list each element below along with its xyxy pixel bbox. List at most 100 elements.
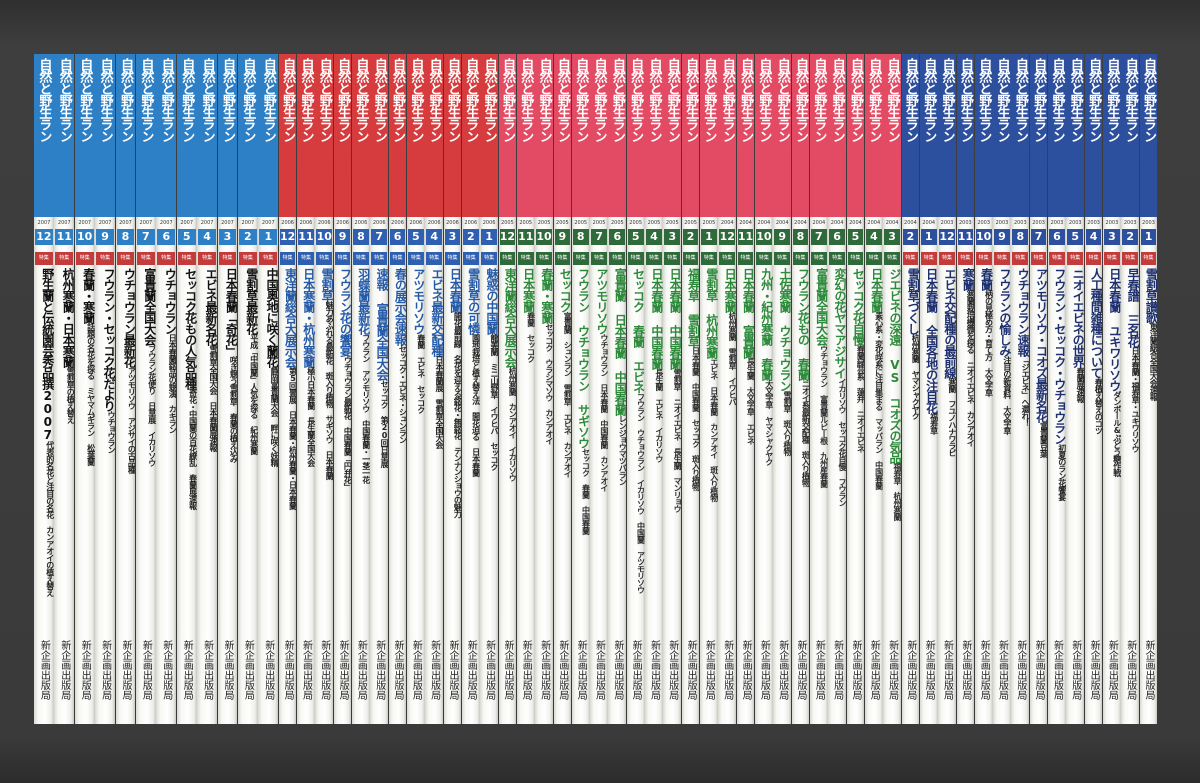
spine-special-tag: 特集	[829, 252, 845, 265]
magazine-spine: 自然と野生ラン 2003 1 特集 雪割草讃歌 東洋蘭総合全国大会速報 新企画出版局	[1139, 54, 1158, 724]
spine-issue-number: 8	[1012, 229, 1029, 245]
spine-headline-sub: 柄の見極め方・育て方 大文字草	[984, 290, 993, 396]
spine-headline-main: セッコク花自慢	[851, 268, 865, 345]
spine-title-band	[135, 54, 156, 217]
spine-year: 2003	[958, 220, 972, 226]
spine-series-title: 自然と野生ラン	[260, 58, 276, 142]
magazine-spine: 自然と野生ラン 2004 4 特集 日本春蘭 素心系・変化咲系に注目集まる マッバラン 中…	[864, 54, 883, 724]
spine-title-band	[461, 54, 480, 217]
spine-issue-number: 11	[737, 229, 754, 245]
spine-title-band	[34, 54, 54, 217]
spine-headline-main: セッコク 春蘭 エビネ	[631, 268, 645, 393]
spine-headline-main: アツモリソウ	[411, 268, 425, 334]
spine-headline-main: エビネ最新交配種	[430, 268, 444, 356]
spine-headline-main: セッコク	[558, 268, 572, 312]
spine-publisher: 新企画出版局	[1106, 640, 1118, 700]
spine-publisher: 新企画出版局	[831, 640, 843, 700]
spine-headline-main: 中国奥地に咲く蘭花	[265, 268, 279, 367]
spine-title-band	[297, 54, 315, 217]
spine-year: 2005	[702, 220, 716, 226]
spine-headline: 雪割草の可憐 園地栽培と植え替え法 開花迫る 日本春蘭	[462, 268, 480, 632]
spine-year: 2005	[537, 220, 551, 226]
magazine-spine: 自然と野生ラン 2004 6 特集 変幻の花ヤマアジサイ イカリソウ セッコク花自慢 フウ…	[828, 54, 846, 724]
spine-publisher: 新企画出版局	[373, 640, 385, 700]
spine-series-title: 自然と野生ラン	[902, 58, 918, 142]
spine-publisher: 新企画出版局	[538, 640, 550, 700]
spine-series-title: 自然と野生ラン	[408, 58, 424, 142]
spine-special-tag: 特集	[298, 252, 314, 265]
spine-title-band	[443, 54, 462, 217]
spine-year: 2007	[241, 220, 255, 226]
spine-issue-number: 8	[572, 229, 589, 245]
spine-headline-sub: ダンボール&ぷどう糖作戦	[1112, 391, 1121, 476]
spine-year: 2006	[354, 220, 368, 226]
magazine-spine: 自然と野生ラン 2003 12 特集 エビネ交配種の最前線 寒蘭 フユノハナワラビ 新企画出…	[938, 54, 956, 724]
spine-series-title: 自然と野生ラン	[884, 58, 900, 142]
spine-series-title: 自然と野生ラン	[609, 58, 625, 142]
magazine-spine: 自然と野生ラン 2004 5 特集 セッコク花自慢 春蘭緑芸系 蓮弁 ニオイエビネ 新企画出…	[846, 54, 865, 724]
spine-special-tag: 特集	[554, 252, 571, 265]
spine-title-band	[197, 54, 217, 217]
spine-year: 2007	[98, 220, 112, 226]
spine-title-band	[95, 54, 115, 217]
spine-year: 2007	[180, 220, 194, 226]
spine-series-title: 自然と野生ラン	[939, 58, 955, 142]
magazine-spine: 自然と野生ラン 2006 1 特集 魅惑の中国蘭 龍美蘭 ミニ山野草 イワヒバ セッコク新…	[480, 54, 498, 724]
spine-issue-number: 12	[35, 229, 53, 245]
spine-headline-sub: 雪割草全国大会 日本春蘭展速報	[208, 345, 217, 451]
spine-series-title: 自然と野生ラン	[866, 58, 882, 142]
magazine-spine: 自然と野生ラン 2003 3 特集 日本春蘭 ユキワリソウ ダンボール&ぷどう糖作戦 新企画…	[1103, 54, 1121, 724]
spine-year: 2005	[629, 220, 643, 226]
spine-publisher: 新企画出版局	[262, 640, 274, 700]
spine-series-title: 自然と野生ラン	[426, 58, 442, 142]
magazine-spine: 自然と野生ラン 2007 11 特集 杭州寒蘭・日本寒蘭 雪割草の植え替え 新企画出版局	[54, 54, 75, 724]
spine-special-tag: 特集	[1140, 252, 1157, 265]
spine-headline-main: 春蘭・寒蘭	[539, 268, 553, 323]
spine-year: 2006	[391, 220, 404, 226]
spine-special-tag: 特集	[939, 252, 955, 265]
spine-special-tag: 特集	[591, 252, 607, 265]
spine-year: 2007	[37, 220, 51, 226]
spine-headline-main: ウチョウラン速報	[1016, 268, 1030, 356]
spine-headline-sub: 春蘭展速報	[1076, 367, 1085, 402]
spine-special-tag: 特集	[499, 252, 516, 265]
spine-issue-number: 5	[408, 229, 424, 245]
spine-headline-sub: 咲き競う雪割草 春蘭の植え込み	[229, 356, 238, 462]
spine-series-title: 自然と野生ラン	[811, 58, 827, 142]
spine-series-title: 自然と野生ラン	[976, 58, 992, 142]
spine-publisher: 新企画出版局	[776, 640, 788, 700]
spine-series-title: 自然と野生ラン	[1141, 58, 1157, 142]
spine-issue-number: 9	[554, 229, 571, 245]
spine-issue-number: 8	[353, 229, 369, 245]
spine-headline-main: ウチョウラン最新花	[122, 268, 136, 367]
spine-special-tag: 特集	[682, 252, 699, 265]
spine-special-tag: 特集	[426, 252, 443, 265]
spine-title-band	[258, 54, 279, 217]
spine-issue-number: 4	[198, 229, 216, 245]
spine-headline-sub: 第5回景展 日本春蘭・杭州春蘭・日本春蘭	[288, 367, 297, 509]
spine-headline: 早春譜 三名花 日本春蘭・福寿草・ユキワリソウ	[1121, 268, 1139, 632]
spine-publisher: 新企画出版局	[337, 640, 349, 700]
spine-title-band	[480, 54, 498, 217]
spine-headline-sub: セッコク・エビネ・シュンラン	[398, 345, 407, 443]
spine-issue-number: 5	[1067, 229, 1084, 245]
spine-title-band	[883, 54, 901, 217]
spine-issue-number: 1	[920, 229, 937, 245]
spine-issue-number: 5	[627, 229, 644, 245]
spine-publisher: 新企画出版局	[959, 640, 971, 700]
spine-special-tag: 特集	[462, 252, 479, 265]
spine-year: 2006	[317, 220, 331, 226]
spine-headline-sub: 日本春蘭・福寿草・ユキワリソウ	[1131, 347, 1140, 452]
spine-year: 2007	[139, 220, 153, 226]
spine-publisher: 新企画出版局	[886, 640, 898, 700]
spine-year: 2007	[159, 220, 173, 226]
spine-year: 2003	[1068, 220, 1082, 226]
magazine-spine: 自然と野生ラン 2003 7 特集 アツモリソウ・コオズ最新名花 富貴蘭豆葉 新企画出版局	[1029, 54, 1048, 724]
spine-headline-main: 日本春蘭 中国春蘭	[668, 268, 682, 369]
spine-headline-sub: 雪割草 斑入り植物	[783, 391, 792, 455]
spine-title-band	[115, 54, 136, 217]
spine-issue-number: 10	[975, 229, 992, 245]
spine-publisher: 新企画出版局	[630, 640, 642, 700]
spine-headline: 日本寒蘭 春蘭 セッコク	[517, 268, 535, 632]
spine-title-band	[156, 54, 177, 217]
